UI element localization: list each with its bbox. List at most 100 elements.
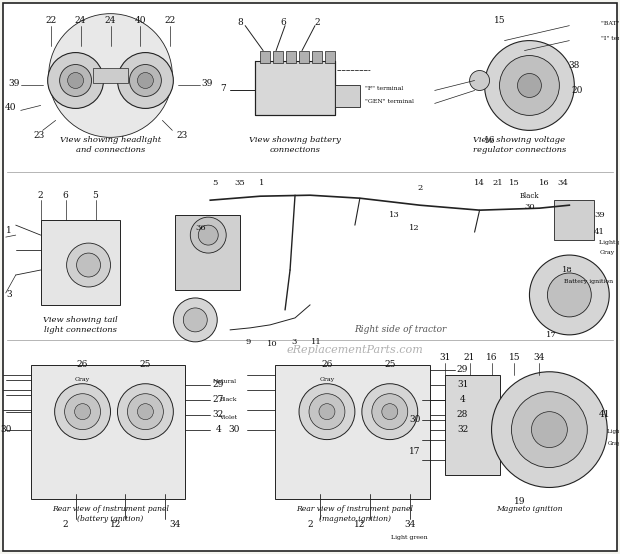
Text: 24: 24 (105, 16, 116, 25)
Text: 31: 31 (457, 380, 468, 389)
Text: 36: 36 (195, 224, 206, 232)
Text: 4: 4 (460, 395, 466, 404)
Circle shape (190, 217, 226, 253)
Text: 41: 41 (598, 410, 610, 419)
Text: 30: 30 (409, 415, 420, 424)
Bar (175, 215, 240, 290)
Circle shape (48, 53, 104, 109)
Text: 39: 39 (594, 211, 604, 219)
Text: (battery ignition): (battery ignition) (78, 515, 144, 524)
Text: 15: 15 (509, 179, 520, 187)
Text: 30: 30 (0, 425, 1, 434)
Text: 2: 2 (417, 184, 422, 192)
Circle shape (198, 225, 218, 245)
Text: View showing voltage: View showing voltage (474, 136, 565, 145)
Circle shape (138, 73, 153, 89)
Text: Gray: Gray (600, 249, 614, 254)
Ellipse shape (390, 205, 510, 275)
Circle shape (382, 404, 398, 419)
Text: 30: 30 (229, 425, 240, 434)
Circle shape (117, 53, 174, 109)
Text: 6: 6 (280, 18, 286, 27)
Text: 17: 17 (409, 447, 420, 456)
Text: 26: 26 (77, 360, 88, 370)
Text: View showing tail: View showing tail (43, 316, 118, 324)
Text: 8: 8 (237, 18, 243, 27)
Text: regulator connections: regulator connections (473, 146, 566, 155)
Text: 31: 31 (439, 353, 450, 362)
Circle shape (362, 384, 418, 439)
Circle shape (372, 394, 408, 429)
Circle shape (77, 253, 100, 277)
Bar (312, 50, 322, 63)
Bar (31, 365, 185, 500)
Text: (magneto ignition): (magneto ignition) (319, 515, 391, 524)
Text: 1: 1 (259, 179, 265, 187)
Text: View showing battery: View showing battery (249, 136, 341, 145)
Text: 34: 34 (534, 353, 545, 362)
Text: Rear view of instrument panel: Rear view of instrument panel (296, 505, 414, 514)
Text: Natural: Natural (213, 379, 237, 384)
Text: 5: 5 (92, 191, 99, 199)
Circle shape (469, 70, 490, 90)
Bar (92, 68, 128, 84)
Polygon shape (166, 175, 604, 338)
Text: 4: 4 (215, 425, 221, 434)
Text: 5: 5 (213, 179, 218, 187)
Circle shape (184, 308, 207, 332)
Circle shape (55, 384, 110, 439)
Circle shape (492, 372, 607, 488)
Text: 2: 2 (38, 191, 43, 199)
Text: Magneto ignition: Magneto ignition (496, 505, 563, 514)
Text: 6: 6 (63, 191, 68, 199)
Text: 29: 29 (457, 365, 468, 375)
Circle shape (138, 404, 153, 419)
Text: Violet: Violet (219, 415, 237, 420)
Bar (273, 50, 283, 63)
Text: light connections: light connections (44, 326, 117, 334)
Bar (335, 85, 360, 107)
Text: 13: 13 (389, 211, 400, 219)
Text: 29: 29 (213, 380, 224, 389)
Circle shape (174, 298, 217, 342)
Text: 7: 7 (220, 84, 226, 93)
Text: Black: Black (219, 397, 237, 402)
Text: 12: 12 (354, 520, 366, 529)
Text: 11: 11 (311, 338, 321, 346)
Text: Gray: Gray (319, 377, 335, 382)
Text: 34: 34 (404, 520, 415, 529)
Text: 28: 28 (457, 410, 468, 419)
Text: 15: 15 (494, 16, 505, 25)
Bar (299, 50, 309, 63)
Circle shape (64, 394, 100, 429)
Text: Light green: Light green (600, 239, 620, 244)
Text: 14: 14 (474, 179, 485, 187)
Text: "BAT" terminal: "BAT" terminal (601, 21, 620, 26)
Text: 34: 34 (557, 179, 568, 187)
Text: 2: 2 (307, 520, 313, 529)
Text: 40: 40 (135, 16, 146, 25)
Text: Gray: Gray (75, 377, 90, 382)
Text: "GEN" terminal: "GEN" terminal (365, 99, 414, 104)
Bar (445, 375, 500, 475)
Text: 30: 30 (0, 425, 11, 434)
Bar (325, 50, 335, 63)
Text: and connections: and connections (76, 146, 145, 155)
Text: 15: 15 (508, 353, 520, 362)
Text: Rear view of instrument panel: Rear view of instrument panel (52, 505, 169, 514)
Circle shape (130, 64, 161, 96)
Text: Light green: Light green (607, 429, 620, 434)
Text: 27: 27 (213, 395, 224, 404)
Text: 25: 25 (140, 360, 151, 370)
Circle shape (518, 74, 541, 98)
Text: "I" terminal: "I" terminal (601, 36, 620, 41)
Circle shape (128, 394, 163, 429)
Text: 12: 12 (409, 224, 420, 232)
Text: 41: 41 (594, 228, 604, 236)
Text: 21: 21 (492, 179, 503, 187)
Text: Light green: Light green (391, 535, 428, 540)
Text: 9: 9 (246, 338, 251, 346)
Text: 35: 35 (235, 179, 246, 187)
Text: 16: 16 (486, 353, 497, 362)
Text: eReplacementParts.com: eReplacementParts.com (286, 345, 423, 355)
